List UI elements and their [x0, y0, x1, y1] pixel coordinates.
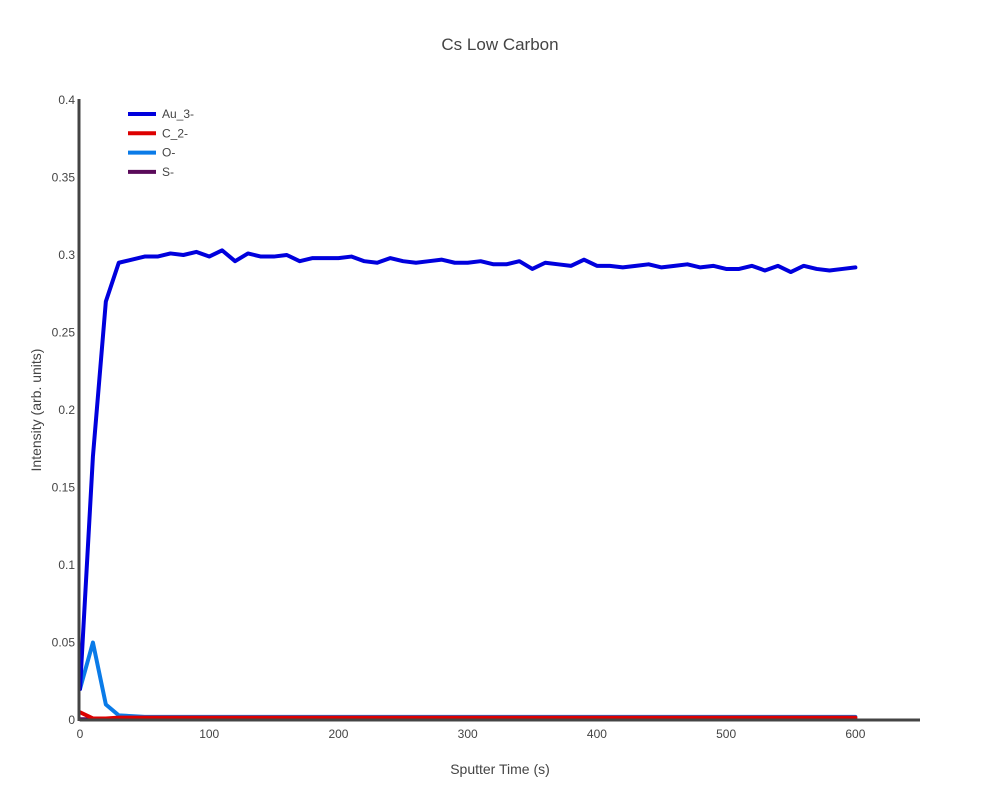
x-tick-label: 400 [587, 727, 607, 741]
legend-label: C_2- [162, 126, 188, 140]
x-tick-label: 0 [77, 727, 84, 741]
legend-label: S- [162, 165, 174, 179]
y-tick-label: 0.2 [58, 403, 75, 417]
y-tick-label: 0.15 [52, 481, 76, 495]
x-tick-label: 200 [328, 727, 348, 741]
x-tick-label: 100 [199, 727, 219, 741]
y-tick-labels: 0 0.05 0.1 0.15 0.2 0.25 0.3 0.35 0.4 [52, 93, 76, 727]
x-axis-title: Sputter Time (s) [450, 761, 550, 777]
y-tick-label: 0.25 [52, 326, 76, 340]
legend-item[interactable]: S- [128, 165, 174, 179]
y-tick-label: 0.1 [58, 558, 75, 572]
y-tick-label: 0.35 [52, 171, 76, 185]
y-tick-label: 0 [68, 713, 75, 727]
x-tick-label: 300 [458, 727, 478, 741]
legend-item[interactable]: O- [128, 146, 175, 160]
series-line-o [78, 640, 858, 719]
y-axis-title: Intensity (arb. units) [28, 349, 44, 472]
series-lines [78, 248, 858, 722]
y-tick-label: 0.4 [58, 93, 75, 107]
legend-label: O- [162, 146, 175, 160]
x-tick-label: 600 [845, 727, 865, 741]
legend-item[interactable]: Au_3- [128, 107, 194, 121]
x-tick-label: 500 [716, 727, 736, 741]
chart-title: Cs Low Carbon [441, 35, 558, 54]
plot-area [78, 248, 858, 722]
legend-label: Au_3- [162, 107, 194, 121]
series-line-au-3 [78, 248, 858, 691]
legend-item[interactable]: C_2- [128, 126, 188, 140]
y-tick-label: 0.3 [58, 248, 75, 262]
x-tick-labels: 0 100 200 300 400 500 600 [77, 727, 866, 741]
legend[interactable]: Au_3- C_2- O- S- [128, 107, 194, 179]
series-line-c-2 [78, 710, 858, 721]
y-tick-label: 0.05 [52, 636, 76, 650]
